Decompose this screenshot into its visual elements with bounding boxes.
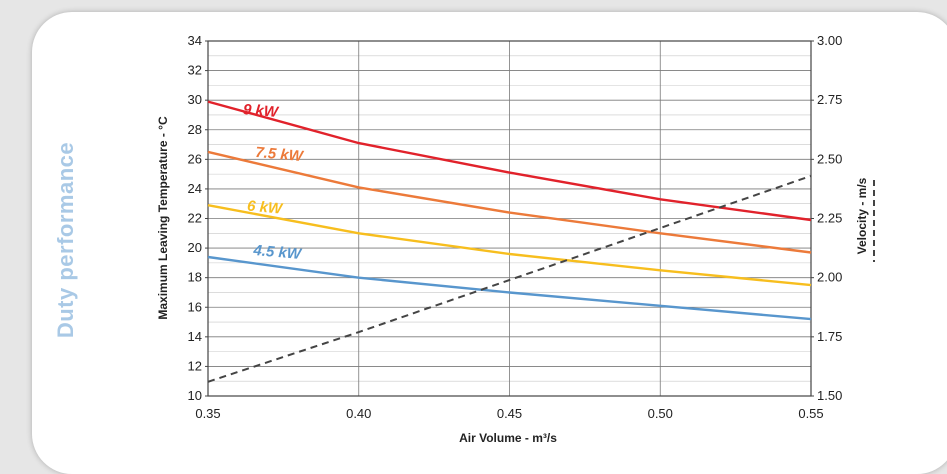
series-label: 4.5 kW [252, 242, 304, 263]
y-tick-label: 32 [188, 63, 202, 78]
y-tick-label: 16 [188, 299, 202, 314]
chart-card [32, 12, 947, 474]
y-tick-label: 22 [188, 211, 202, 226]
x-tick-label: 0.45 [497, 406, 522, 421]
y2-tick-label: 2.75 [817, 92, 842, 107]
y-tick-label: 12 [188, 358, 202, 373]
y-tick-label: 28 [188, 122, 202, 137]
y2-tick-label: 3.00 [817, 33, 842, 48]
y-tick-label: 26 [188, 151, 202, 166]
y-tick-label: 30 [188, 92, 202, 107]
y2-tick-label: 2.25 [817, 211, 842, 226]
y2-axis-label: Velocity - m/s [855, 177, 869, 254]
y-tick-label: 14 [188, 329, 202, 344]
y2-tick-label: 2.50 [817, 151, 842, 166]
series-line-9-kw [207, 100, 812, 222]
y2-tick-label: 2.00 [817, 270, 842, 285]
y-tick-label: 20 [188, 240, 202, 255]
series-line-6-kw [207, 204, 812, 287]
y-axis-label: Maximum Leaving Temperature - °C [156, 116, 170, 320]
y-tick-label: 10 [188, 388, 202, 403]
x-tick-label: 0.35 [195, 406, 220, 421]
x-axis-label: Air Volume - m³/s [459, 431, 557, 445]
series-line-velocity [207, 174, 812, 383]
y2-tick-label: 1.50 [817, 388, 842, 403]
y-tick-label: 34 [188, 33, 202, 48]
y2-tick-label: 1.75 [817, 329, 842, 344]
y-tick-label: 24 [188, 181, 202, 196]
series-line-4-5-kw [207, 255, 812, 321]
x-tick-label: 0.50 [648, 406, 673, 421]
series-label: 6 kW [246, 198, 284, 218]
series-label: 9 kW [242, 101, 280, 121]
series-label: 7.5 kW [255, 144, 306, 165]
x-tick-label: 0.55 [798, 406, 823, 421]
x-tick-label: 0.40 [346, 406, 371, 421]
series-line-7-5-kw [207, 150, 812, 254]
y-tick-label: 18 [188, 270, 202, 285]
duty-performance-chart: 9 kW 7.5 kW 6 kW 4.5 kW 10 12 14 16 18 20 22 24 26 2… [156, 33, 875, 445]
